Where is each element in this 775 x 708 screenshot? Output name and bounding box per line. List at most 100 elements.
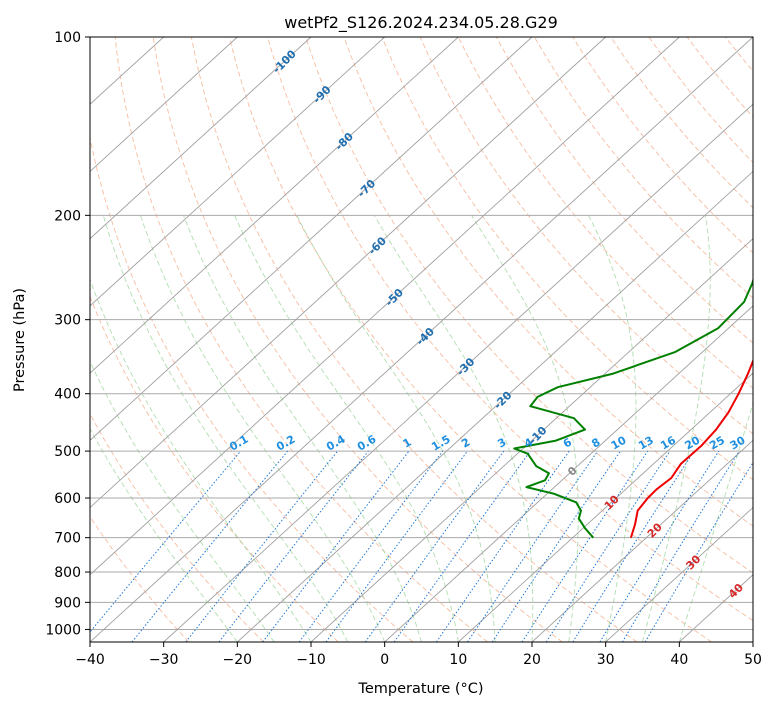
dry-adiabat-line bbox=[343, 37, 753, 527]
dry-adiabat-line bbox=[190, 37, 638, 642]
dry-adiabat-line bbox=[419, 37, 753, 435]
mixing-ratio-label: 1 bbox=[401, 436, 414, 451]
mixing-ratio-lines bbox=[90, 450, 753, 642]
isotherm-line bbox=[384, 305, 753, 642]
dry-adiabat-line bbox=[90, 295, 339, 642]
overlay-labels: 0.1 0.2 0.4 0.6 1 1.5 2 3 4 6 8 10 13 16 20 25 30-100-90… bbox=[227, 47, 747, 601]
mixing-ratio-line bbox=[364, 450, 505, 642]
dry-adiabat-line bbox=[610, 37, 753, 209]
x-tick-label: 40 bbox=[670, 652, 688, 668]
dry-adiabat-line bbox=[90, 135, 414, 642]
isotherm-gridlines bbox=[90, 37, 753, 642]
y-tick-label: 700 bbox=[54, 531, 81, 547]
y-tick-label: 1000 bbox=[45, 622, 81, 638]
isotherm-line bbox=[90, 37, 459, 374]
y-tick-label: 200 bbox=[54, 208, 81, 224]
dry-adiabat-line bbox=[648, 37, 753, 164]
dry-adiabat-line bbox=[305, 37, 753, 574]
moist-adiabat-line bbox=[102, 215, 349, 642]
dry-adiabat-line bbox=[724, 37, 753, 72]
y-tick-label: 900 bbox=[54, 595, 81, 611]
mixing-ratio-line bbox=[599, 450, 720, 642]
mixing-ratio-label: 16 bbox=[658, 433, 678, 452]
isotherm-line bbox=[163, 103, 753, 642]
isotherm-line bbox=[458, 372, 753, 642]
y-tick-label: 300 bbox=[54, 313, 81, 329]
mixing-ratio-line bbox=[185, 450, 338, 642]
x-tick-label: −10 bbox=[296, 652, 326, 668]
x-tick-label: −20 bbox=[223, 652, 253, 668]
dry-adiabat-line bbox=[457, 37, 753, 389]
y-tick-label: 400 bbox=[54, 387, 81, 403]
x-tick-label: 20 bbox=[523, 652, 541, 668]
dry-adiabat-line bbox=[495, 37, 753, 344]
chart-title: wetPf2_S126.2024.234.05.28.G29 bbox=[284, 13, 558, 33]
y-tick-label: 800 bbox=[54, 565, 81, 581]
mixing-ratio-line bbox=[131, 450, 288, 642]
dry-adiabat-line bbox=[762, 35, 775, 642]
moist-adiabat-line bbox=[90, 278, 312, 642]
mixing-ratio-label: 30 bbox=[728, 433, 748, 452]
dry-adiabat-line bbox=[90, 515, 190, 642]
mixing-ratio-line bbox=[298, 450, 444, 642]
mixing-ratio-label: 0.4 bbox=[324, 432, 348, 453]
dry-adiabat-line bbox=[533, 37, 753, 299]
isotherm-line bbox=[90, 37, 312, 240]
mixing-ratio-line bbox=[491, 450, 621, 642]
mixing-ratio-label: 10 bbox=[609, 433, 629, 452]
mixing-ratio-label: 6 bbox=[561, 435, 574, 450]
x-tick-label: −40 bbox=[75, 652, 105, 668]
moist-adiabat-line bbox=[140, 215, 386, 642]
isotherm-line bbox=[90, 37, 238, 173]
y-tick-label: 100 bbox=[54, 30, 81, 46]
isotherm-line bbox=[237, 170, 753, 642]
mixing-ratio-line bbox=[521, 450, 649, 642]
dry-adiabat-line bbox=[152, 37, 563, 642]
isotherm-line bbox=[90, 37, 533, 441]
x-tick-label: 50 bbox=[744, 652, 762, 668]
x-axis-label: Temperature (°C) bbox=[357, 681, 483, 697]
moist-adiabat-line bbox=[642, 215, 711, 642]
moist-adiabat-line bbox=[183, 215, 422, 642]
x-tick-label: 10 bbox=[449, 652, 467, 668]
x-tick-label: −30 bbox=[149, 652, 179, 668]
sounding-profiles bbox=[513, 277, 753, 539]
dry-adiabat-line bbox=[572, 37, 753, 254]
isotherm-line bbox=[90, 37, 753, 642]
mixing-ratio-line bbox=[545, 450, 671, 642]
x-axis-ticks: −40 −30 −20 −10 0 10 20 30 40 50 bbox=[75, 642, 762, 668]
moist-adiabat-line bbox=[296, 215, 496, 642]
moist-adiabat-line bbox=[588, 215, 637, 642]
x-tick-label: 0 bbox=[380, 652, 389, 668]
y-axis-label: Pressure (hPa) bbox=[12, 288, 28, 392]
mixing-ratio-label: 13 bbox=[636, 434, 656, 453]
mixing-ratio-line bbox=[621, 450, 740, 642]
mixing-ratio-line bbox=[644, 461, 753, 642]
mixing-ratio-label: 0.1 bbox=[227, 433, 250, 454]
mixing-ratio-line bbox=[435, 450, 570, 642]
moist-adiabat-line bbox=[678, 401, 753, 642]
y-axis-ticks: 100 200 300 400 500 600 700 800 900 1000 bbox=[45, 30, 90, 638]
dry-adiabat-line bbox=[381, 37, 753, 481]
dry-adiabat-line bbox=[229, 37, 712, 642]
plot-frame bbox=[89, 36, 754, 643]
mixing-ratio-line bbox=[572, 450, 695, 642]
mixing-ratio-label: 2 bbox=[459, 436, 472, 451]
isobar-gridlines bbox=[90, 37, 753, 630]
isotherm-line bbox=[90, 37, 606, 509]
mixing-ratio-line bbox=[393, 450, 531, 642]
dry-adiabat-line bbox=[90, 412, 264, 642]
temperature-profile-line bbox=[629, 358, 753, 538]
mixing-ratio-line bbox=[218, 450, 369, 642]
isotherm-line bbox=[310, 238, 753, 642]
mixing-ratio-line bbox=[262, 450, 410, 642]
mixing-ratio-label: 20 bbox=[683, 433, 703, 452]
mixing-ratio-label: 0.2 bbox=[274, 433, 297, 454]
mixing-ratio-line bbox=[325, 450, 468, 642]
isotherm-line bbox=[531, 439, 753, 642]
dry-adiabat-line bbox=[267, 37, 753, 622]
isotherm-line bbox=[90, 37, 680, 576]
mixing-ratio-line bbox=[90, 450, 242, 633]
mixing-ratio-line bbox=[467, 450, 599, 642]
